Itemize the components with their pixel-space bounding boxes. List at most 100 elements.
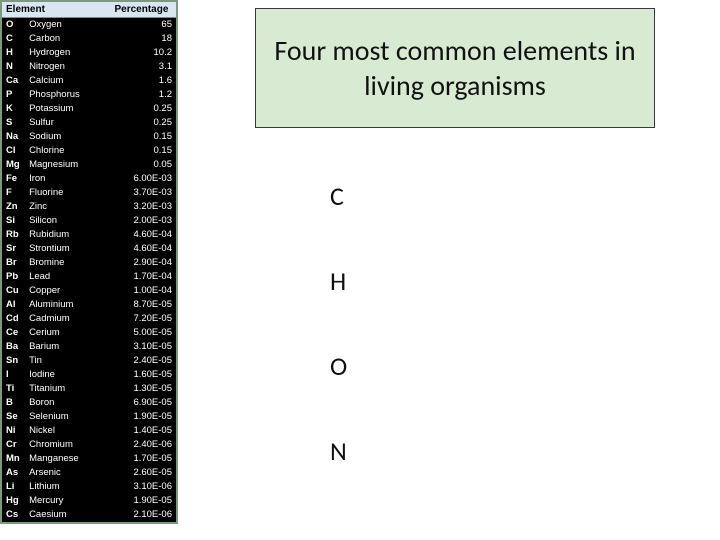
table-row: ClChlorine0.15 [2, 144, 176, 158]
element-name: Magnesium [25, 158, 98, 172]
element-name: Iron [25, 172, 98, 186]
table-row: RbRubidium4.60E-04 [2, 228, 176, 242]
element-symbol: Sn [2, 354, 25, 368]
elements-table-container: Element Percentage OOxygen65CCarbon18HHy… [0, 0, 178, 524]
element-symbol: Na [2, 130, 25, 144]
col-element-header: Element [2, 2, 98, 18]
element-symbol: B [2, 396, 25, 410]
element-percentage: 6.90E-05 [98, 396, 176, 410]
table-row: MnManganese1.70E-05 [2, 452, 176, 466]
element-percentage: 1.40E-05 [98, 424, 176, 438]
element-name: Tin [25, 354, 98, 368]
element-name: Sodium [25, 130, 98, 144]
element-percentage: 1.70E-04 [98, 270, 176, 284]
element-name: Caesium [25, 508, 98, 522]
element-percentage: 2.40E-06 [98, 438, 176, 452]
element-percentage: 10.2 [98, 46, 176, 60]
element-name: Phosphorus [25, 88, 98, 102]
table-row: SSulfur0.25 [2, 116, 176, 130]
table-row: CsCaesium2.10E-06 [2, 508, 176, 522]
table-row: LiLithium3.10E-06 [2, 480, 176, 494]
element-symbol: Cr [2, 438, 25, 452]
element-symbol: O [2, 18, 25, 32]
table-row: NiNickel1.40E-05 [2, 424, 176, 438]
element-percentage: 0.15 [98, 130, 176, 144]
chon-item-c: C [330, 180, 530, 265]
table-row: HHydrogen10.2 [2, 46, 176, 60]
element-symbol: Rb [2, 228, 25, 242]
table-row: CeCerium5.00E-05 [2, 326, 176, 340]
element-symbol: Cl [2, 144, 25, 158]
element-symbol: As [2, 466, 25, 480]
element-symbol: Ce [2, 326, 25, 340]
element-percentage: 3.70E-03 [98, 186, 176, 200]
element-symbol: S [2, 116, 25, 130]
element-symbol: Li [2, 480, 25, 494]
element-percentage: 8.70E-05 [98, 298, 176, 312]
element-name: Barium [25, 340, 98, 354]
table-row: BBoron6.90E-05 [2, 396, 176, 410]
element-symbol: Cs [2, 508, 25, 522]
element-symbol: Hg [2, 494, 25, 508]
table-row: CrChromium2.40E-06 [2, 438, 176, 452]
table-row: BrBromine2.90E-04 [2, 256, 176, 270]
elements-table: Element Percentage OOxygen65CCarbon18HHy… [2, 2, 176, 522]
element-percentage: 6.00E-03 [98, 172, 176, 186]
element-name: Lead [25, 270, 98, 284]
table-row: OOxygen65 [2, 18, 176, 32]
element-symbol: Sr [2, 242, 25, 256]
table-row: PPhosphorus1.2 [2, 88, 176, 102]
element-symbol: Zn [2, 200, 25, 214]
element-name: Titanium [25, 382, 98, 396]
chon-item-o: O [330, 350, 530, 435]
table-row: CCarbon18 [2, 32, 176, 46]
title-box: Four most common elements in living orga… [255, 8, 655, 128]
element-percentage: 0.25 [98, 116, 176, 130]
element-symbol: Cd [2, 312, 25, 326]
element-percentage: 1.90E-05 [98, 410, 176, 424]
table-row: MgMagnesium0.05 [2, 158, 176, 172]
element-symbol: P [2, 88, 25, 102]
element-percentage: 2.00E-03 [98, 214, 176, 228]
table-row: CaCalcium1.6 [2, 74, 176, 88]
element-percentage: 1.30E-05 [98, 382, 176, 396]
element-percentage: 65 [98, 18, 176, 32]
table-row: PbLead1.70E-04 [2, 270, 176, 284]
element-name: Nitrogen [25, 60, 98, 74]
element-symbol: Ni [2, 424, 25, 438]
element-symbol: Se [2, 410, 25, 424]
col-percentage-header: Percentage [98, 2, 176, 18]
chon-list: C H O N [330, 180, 530, 520]
element-symbol: Ba [2, 340, 25, 354]
table-row: NNitrogen3.1 [2, 60, 176, 74]
table-row: NaSodium0.15 [2, 130, 176, 144]
element-name: Bromine [25, 256, 98, 270]
element-name: Iodine [25, 368, 98, 382]
element-name: Copper [25, 284, 98, 298]
table-row: BaBarium3.10E-05 [2, 340, 176, 354]
element-symbol: F [2, 186, 25, 200]
table-row: AlAluminium8.70E-05 [2, 298, 176, 312]
element-percentage: 4.60E-04 [98, 228, 176, 242]
element-percentage: 3.10E-06 [98, 480, 176, 494]
element-symbol: K [2, 102, 25, 116]
element-name: Aluminium [25, 298, 98, 312]
element-name: Boron [25, 396, 98, 410]
element-symbol: Mn [2, 452, 25, 466]
element-symbol: Fe [2, 172, 25, 186]
chon-item-h: H [330, 265, 530, 350]
element-percentage: 2.40E-05 [98, 354, 176, 368]
table-header: Element Percentage [2, 2, 176, 18]
element-name: Chromium [25, 438, 98, 452]
element-percentage: 3.10E-05 [98, 340, 176, 354]
element-percentage: 1.70E-05 [98, 452, 176, 466]
element-percentage: 0.15 [98, 144, 176, 158]
element-name: Arsenic [25, 466, 98, 480]
element-name: Nickel [25, 424, 98, 438]
table-body: OOxygen65CCarbon18HHydrogen10.2NNitrogen… [2, 18, 176, 522]
element-name: Calcium [25, 74, 98, 88]
table-row: TiTitanium1.30E-05 [2, 382, 176, 396]
element-symbol: Al [2, 298, 25, 312]
element-symbol: Ti [2, 382, 25, 396]
element-symbol: Mg [2, 158, 25, 172]
